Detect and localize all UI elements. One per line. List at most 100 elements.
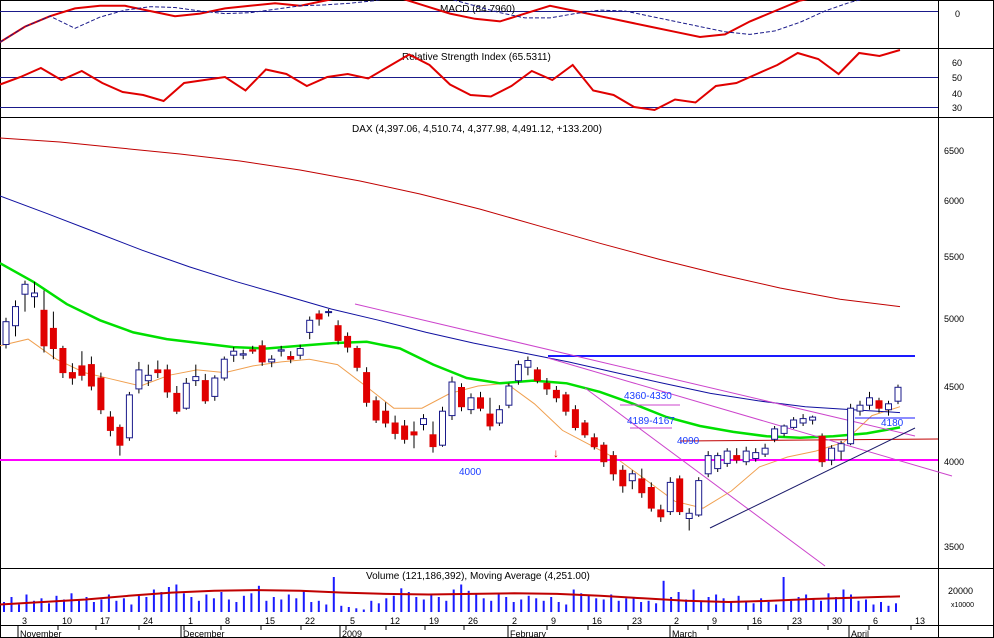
candle-body: [828, 447, 836, 461]
candle-body: [638, 478, 646, 494]
price-tick-6500: 6500: [944, 146, 964, 156]
candle-body: [401, 425, 409, 440]
rsi-tick-30: 30: [952, 103, 962, 113]
candle-body: [809, 416, 817, 421]
month-label-4: March: [672, 629, 697, 638]
ma-slow-line: [0, 195, 901, 414]
candle-body: [277, 349, 285, 352]
candle-body: [268, 358, 276, 363]
candle-body: [790, 419, 798, 428]
x-axis: November December 2009 February March April 3 1…: [17, 616, 925, 638]
candle-body: [12, 306, 19, 327]
day-label-12: 2: [512, 616, 517, 626]
candle-body: [154, 369, 162, 374]
candle-body: [780, 425, 788, 434]
candle-body: [21, 283, 29, 295]
candle-body: [391, 422, 399, 434]
day-label-11: 26: [468, 616, 478, 626]
candle-body: [524, 360, 532, 368]
volume-bars: [0, 577, 901, 612]
candle-body: [192, 376, 200, 382]
candle-body: [676, 478, 684, 513]
month-label-0: November: [20, 629, 62, 638]
candle-body: [856, 404, 864, 412]
candle-body: [296, 348, 304, 356]
candle-body: [695, 480, 703, 516]
day-label-15: 23: [632, 616, 642, 626]
candle-body: [125, 394, 133, 439]
candle-body: [182, 382, 190, 409]
candle-body: [600, 444, 608, 463]
day-label-16: 2: [674, 616, 679, 626]
price-tick-4500: 4500: [944, 382, 964, 392]
rsi-tick-60: 60: [952, 58, 962, 68]
annotation-zone-upper: 4360-4330: [624, 391, 672, 402]
month-label-2: 2009: [342, 629, 362, 638]
candle-body: [249, 349, 257, 352]
candle-body: [647, 487, 655, 509]
candle-body: [714, 455, 722, 470]
day-label-13: 9: [551, 616, 556, 626]
candle-body: [31, 292, 38, 298]
price-title: DAX (4,397.06, 4,510.74, 4,377.98, 4,491…: [352, 124, 602, 135]
macd-tick-0: 0: [955, 9, 960, 19]
candle-body: [590, 437, 598, 448]
candle-body: [894, 386, 902, 402]
candle-body: [439, 410, 446, 446]
ma-mid-line: [0, 262, 901, 440]
candle-body: [287, 356, 295, 360]
candle-body: [571, 409, 579, 429]
annotation-4180: 4180: [881, 418, 904, 429]
day-label-3: 24: [143, 616, 153, 626]
candle-body: [619, 469, 627, 487]
candle-body: [59, 348, 67, 374]
day-label-19: 23: [792, 616, 802, 626]
candle-body: [135, 369, 143, 390]
candle-body: [97, 377, 105, 411]
candle-body: [258, 345, 266, 363]
day-label-18: 16: [752, 616, 762, 626]
candle-body: [163, 369, 171, 393]
candle-body: [344, 335, 352, 348]
candle-body: [837, 443, 845, 452]
day-label-4: 1: [188, 616, 193, 626]
candle-body: [818, 435, 826, 463]
volume-unit: x10000: [951, 602, 974, 609]
macd-title: MACD (84.7960): [440, 4, 515, 15]
price-tick-5000: 5000: [944, 314, 964, 324]
ma-long-line: [0, 137, 901, 308]
candle-body: [847, 407, 855, 445]
day-label-9: 12: [390, 616, 400, 626]
day-label-0: 3: [22, 616, 27, 626]
volume-title: Volume (121,186,392), Moving Average (4,…: [366, 571, 590, 582]
candle-body: [429, 434, 437, 448]
macd-signal-line: [0, 0, 862, 43]
candle-body: [752, 452, 760, 460]
candle-body: [334, 325, 342, 341]
candle-body: [552, 389, 560, 399]
candle-body: [87, 364, 95, 387]
ma-fast-line: [0, 338, 901, 509]
candle-body: [448, 381, 456, 417]
annotation-4000: 4000: [459, 467, 482, 478]
candle-body: [685, 512, 693, 519]
candle-body: [2, 321, 10, 346]
day-label-17: 9: [712, 616, 717, 626]
rsi-title: Relative Strength Index (65.5311): [402, 52, 551, 63]
day-label-20: 30: [832, 616, 842, 626]
candle-body: [211, 377, 219, 397]
candle-body: [173, 392, 181, 412]
candle-body: [628, 473, 636, 482]
candle-body: [723, 450, 731, 464]
candle-body: [486, 413, 494, 427]
candle-body: [609, 455, 617, 475]
candle-body: [220, 358, 228, 379]
rsi-tick-50: 50: [952, 73, 962, 83]
rsi-tick-40: 40: [952, 89, 962, 99]
candle-body: [420, 418, 427, 426]
price-tick-4000: 4000: [944, 457, 964, 467]
candle-body: [372, 400, 380, 421]
day-label-10: 19: [429, 616, 439, 626]
support-resistance: [0, 303, 953, 567]
day-label-5: 8: [225, 616, 230, 626]
